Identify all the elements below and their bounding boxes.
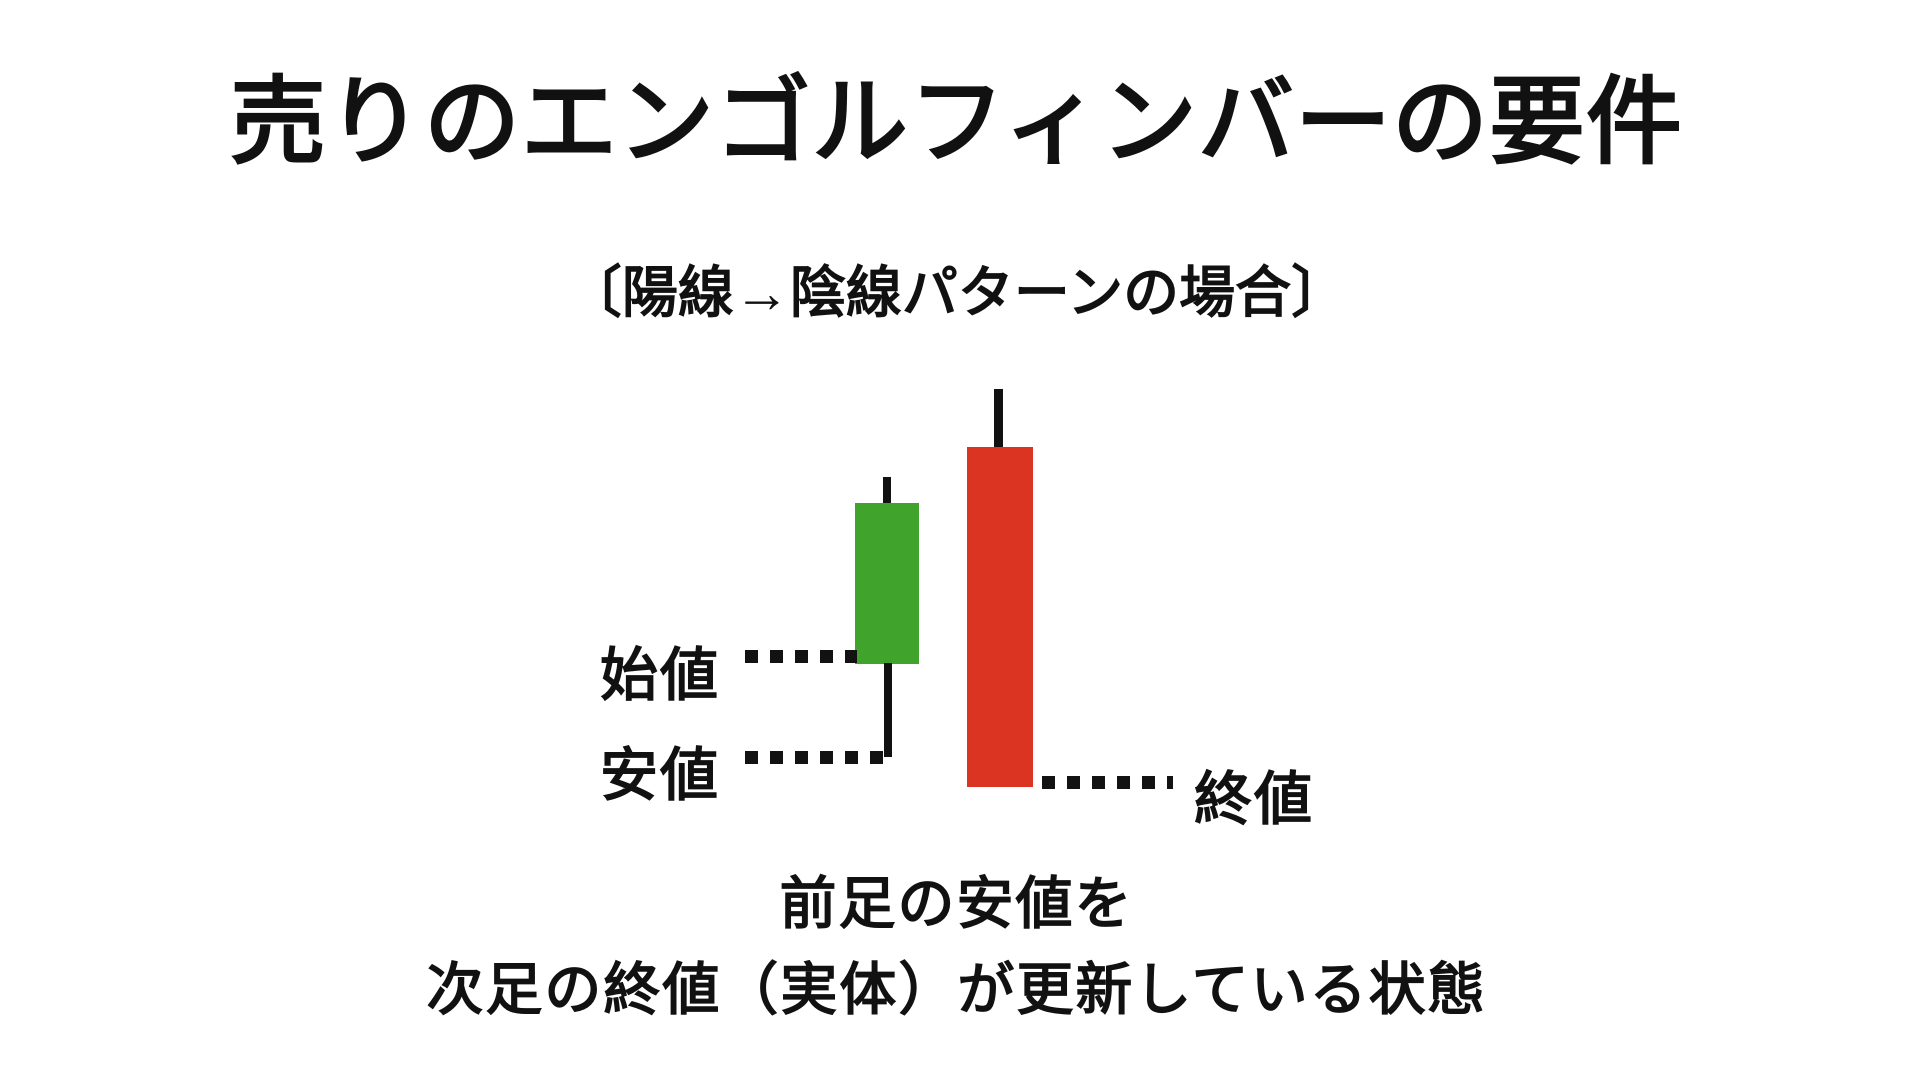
caption-line-1: 前足の安値を: [779, 872, 1134, 936]
close-price-label: 終値: [1194, 767, 1315, 832]
bearish-candle-upper-wick: [994, 389, 1003, 448]
close-price-dotted-line: [1042, 776, 1173, 789]
bearish-candle-body: [967, 447, 1033, 787]
low-price-dotted-line: [745, 751, 891, 764]
caption-line-2: 次足の終値（実体）が更新している状態: [426, 957, 1487, 1022]
open-price-label: 始値: [599, 643, 720, 708]
bullish-candle-upper-wick: [883, 477, 891, 504]
page-title: 売りのエンゴルフィンバーの要件: [229, 69, 1684, 176]
low-price-label: 安値: [599, 743, 720, 808]
open-price-dotted-line: [745, 650, 857, 663]
bullish-candle-body: [855, 503, 919, 664]
subtitle: 〔陽線→陰線パターンの場合〕: [565, 261, 1348, 324]
caption: 前足の安値を 次足の終値（実体）が更新している状態: [0, 862, 1913, 1033]
bullish-candle-lower-wick: [884, 663, 892, 757]
